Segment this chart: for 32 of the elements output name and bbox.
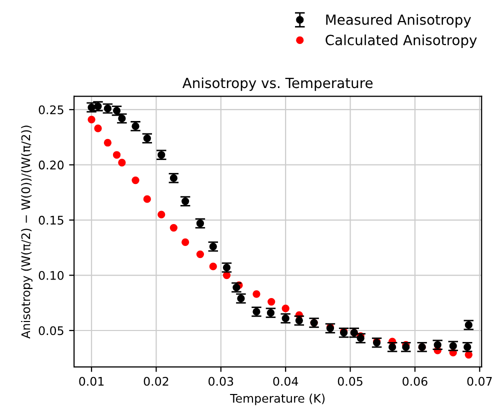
point bbox=[94, 124, 102, 132]
point bbox=[282, 304, 290, 312]
y-tick-label: 0.25 bbox=[38, 105, 64, 114]
y-tick-label: 0.20 bbox=[38, 160, 64, 170]
legend-label: Calculated Anisotropy bbox=[326, 34, 477, 48]
point bbox=[104, 138, 112, 147]
legend-label: Measured Anisotropy bbox=[326, 14, 471, 28]
chart-title: Anisotropy vs. Temperature bbox=[182, 77, 373, 91]
point bbox=[158, 210, 166, 218]
point bbox=[143, 195, 151, 203]
x-tick-label: 0.05 bbox=[338, 376, 362, 386]
point bbox=[170, 224, 178, 232]
y-axis-title: Anisotropy (W(π/2) − W(0))/(W(π/2)) bbox=[21, 126, 32, 339]
y-tick-label: 0.05 bbox=[38, 326, 64, 336]
x-tick-label: 0.02 bbox=[144, 376, 168, 386]
x-axis-title: Temperature (K) bbox=[230, 394, 325, 406]
point bbox=[209, 262, 217, 270]
point bbox=[196, 250, 204, 258]
x-tick-label: 0.07 bbox=[467, 376, 492, 386]
point bbox=[88, 116, 96, 124]
y-tick-label: 0.15 bbox=[38, 216, 64, 225]
point bbox=[268, 298, 276, 306]
point bbox=[118, 158, 126, 166]
point bbox=[132, 176, 140, 184]
point bbox=[112, 151, 121, 159]
point bbox=[252, 290, 260, 298]
x-tick-label: 0.04 bbox=[273, 376, 298, 386]
x-tick-label: 0.06 bbox=[402, 376, 428, 386]
y-tick-label: 0.10 bbox=[38, 271, 64, 280]
x-tick-label: 0.01 bbox=[79, 376, 104, 386]
x-tick-label: 0.03 bbox=[208, 376, 234, 386]
point bbox=[182, 238, 190, 246]
